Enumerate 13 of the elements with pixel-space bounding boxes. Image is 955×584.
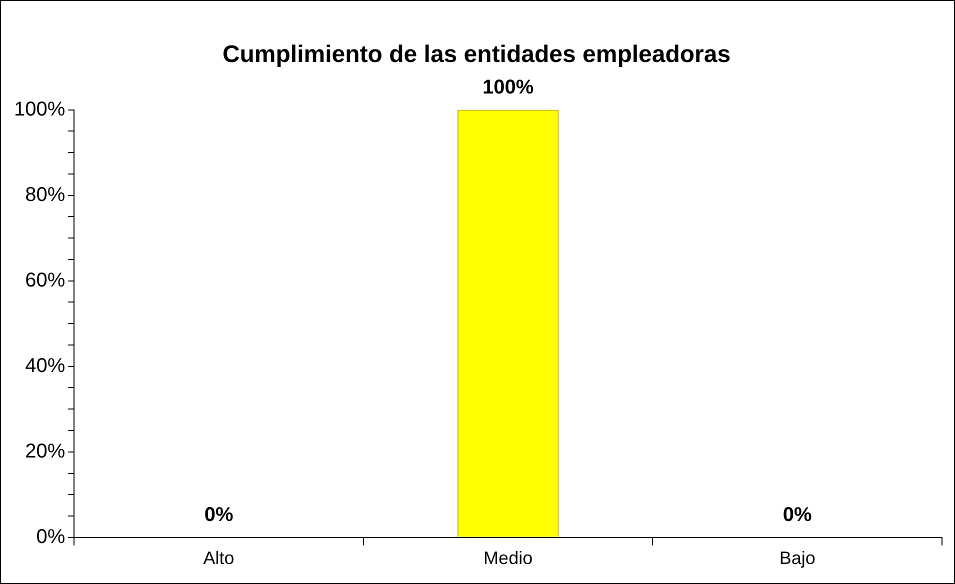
data-label: 0% — [782, 504, 812, 526]
y-tick-label: 0% — [36, 526, 66, 548]
x-tick-label: Alto — [203, 548, 234, 568]
data-label: 0% — [204, 504, 234, 526]
data-label: 100% — [482, 76, 534, 98]
y-tick-label: 100% — [14, 98, 66, 120]
y-tick-label: 80% — [25, 184, 66, 206]
x-tick-label: Medio — [484, 548, 533, 568]
y-tick-label: 20% — [25, 440, 66, 462]
y-tick-label: 40% — [25, 354, 66, 377]
chart-title: Cumplimiento de las entidades empleadoras — [222, 41, 731, 68]
x-tick-label: Bajo — [779, 548, 816, 568]
y-tick-label: 60% — [25, 269, 66, 292]
